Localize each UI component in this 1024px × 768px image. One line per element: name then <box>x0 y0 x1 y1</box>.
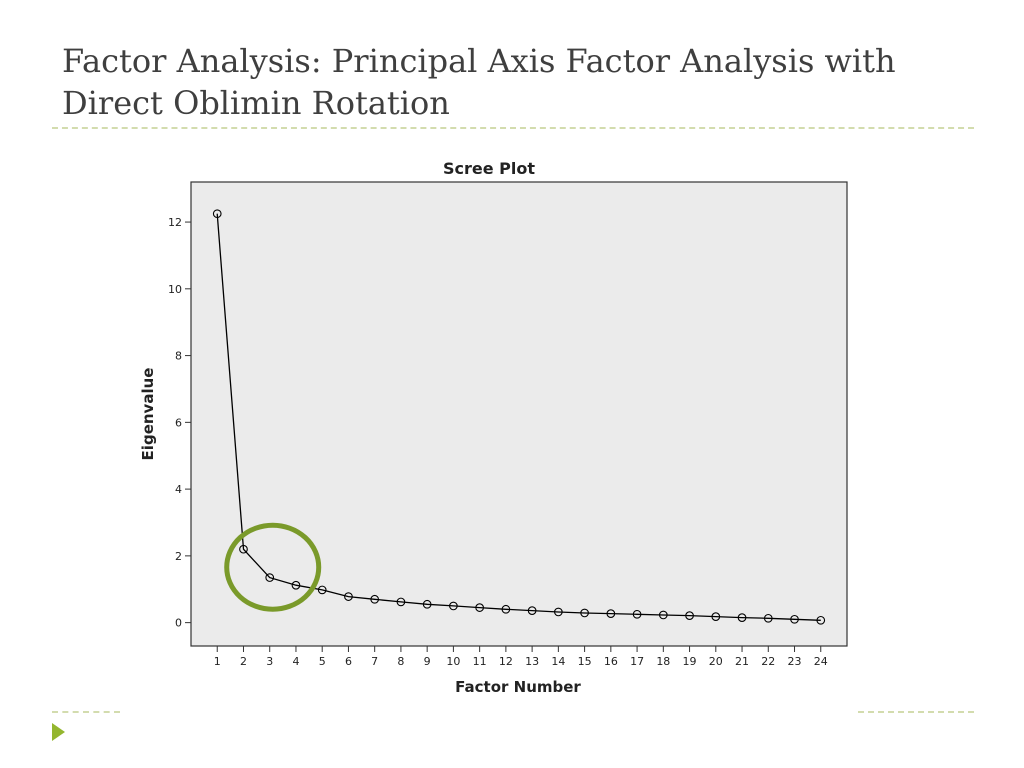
chart-title: Scree Plot <box>443 159 535 178</box>
x-tick-label: 22 <box>761 655 775 668</box>
plot-area <box>190 181 848 647</box>
data-point <box>737 613 747 622</box>
x-tick-label: 10 <box>446 655 460 668</box>
data-point <box>763 613 773 623</box>
x-tick-label: 5 <box>319 655 326 668</box>
series-line <box>216 213 821 621</box>
data-point <box>632 609 642 619</box>
data-point <box>685 611 694 620</box>
footer-divider-left <box>52 711 120 713</box>
y-tick-label: 0 <box>175 617 182 630</box>
x-tick-label: 12 <box>499 655 513 668</box>
data-point <box>449 601 458 611</box>
data-point <box>501 604 511 614</box>
x-tick-label: 1 <box>214 655 221 668</box>
x-tick-label: 15 <box>578 655 592 668</box>
data-point <box>711 612 721 621</box>
data-point <box>265 573 275 582</box>
y-tick-label: 12 <box>168 216 182 229</box>
x-tick-label: 9 <box>424 655 431 668</box>
data-point <box>790 614 799 624</box>
x-tick-label: 17 <box>630 655 644 668</box>
data-point <box>239 544 248 554</box>
footer-divider-right <box>858 711 974 713</box>
x-tick-label: 7 <box>371 655 378 668</box>
x-tick-label: 8 <box>397 655 404 668</box>
data-point <box>396 597 406 607</box>
highlight-layer <box>224 522 322 612</box>
x-tick-label: 18 <box>656 655 670 668</box>
y-axis-label: Eigenvalue <box>139 368 157 461</box>
y-axis: 0 2 4 6 8 10 12 <box>168 216 191 630</box>
data-point <box>554 607 563 617</box>
x-axis-label: Factor Number <box>455 678 581 696</box>
data-point <box>212 209 222 219</box>
y-tick-label: 2 <box>175 550 182 563</box>
data-point <box>317 585 327 595</box>
highlight-circle <box>224 522 322 612</box>
x-tick-label: 11 <box>473 655 487 668</box>
x-tick-label: 6 <box>345 655 352 668</box>
y-tick-label: 8 <box>175 350 182 363</box>
data-point <box>580 608 589 618</box>
data-point <box>291 580 301 590</box>
x-tick-label: 2 <box>240 655 247 668</box>
triangle-bullet-icon <box>52 723 65 741</box>
title-divider <box>52 127 974 129</box>
x-tick-label: 21 <box>735 655 749 668</box>
y-tick-label: 6 <box>175 416 182 429</box>
data-point <box>606 609 616 618</box>
x-tick-label: 4 <box>292 655 299 668</box>
x-tick-label: 13 <box>525 655 539 668</box>
data-point <box>344 592 353 601</box>
x-tick-label: 20 <box>709 655 723 668</box>
slide-title: Factor Analysis: Principal Axis Factor A… <box>62 42 896 122</box>
data-point <box>816 615 826 625</box>
data-point <box>527 606 537 615</box>
x-axis: 1 2 3 4 5 6 7 8 9 10 11 12 13 14 15 16 17 18 19 20 21 22 23 24 <box>214 646 828 668</box>
series-layer <box>212 209 826 625</box>
data-point <box>475 603 484 612</box>
data-point <box>370 594 380 604</box>
y-tick-label: 10 <box>168 283 182 296</box>
x-tick-label: 19 <box>683 655 697 668</box>
x-tick-label: 23 <box>788 655 802 668</box>
x-tick-label: 16 <box>604 655 618 668</box>
x-tick-label: 24 <box>814 655 828 668</box>
data-point <box>422 599 432 609</box>
y-tick-label: 4 <box>175 483 182 496</box>
x-tick-label: 3 <box>266 655 273 668</box>
data-point <box>658 610 668 620</box>
x-tick-label: 14 <box>551 655 565 668</box>
